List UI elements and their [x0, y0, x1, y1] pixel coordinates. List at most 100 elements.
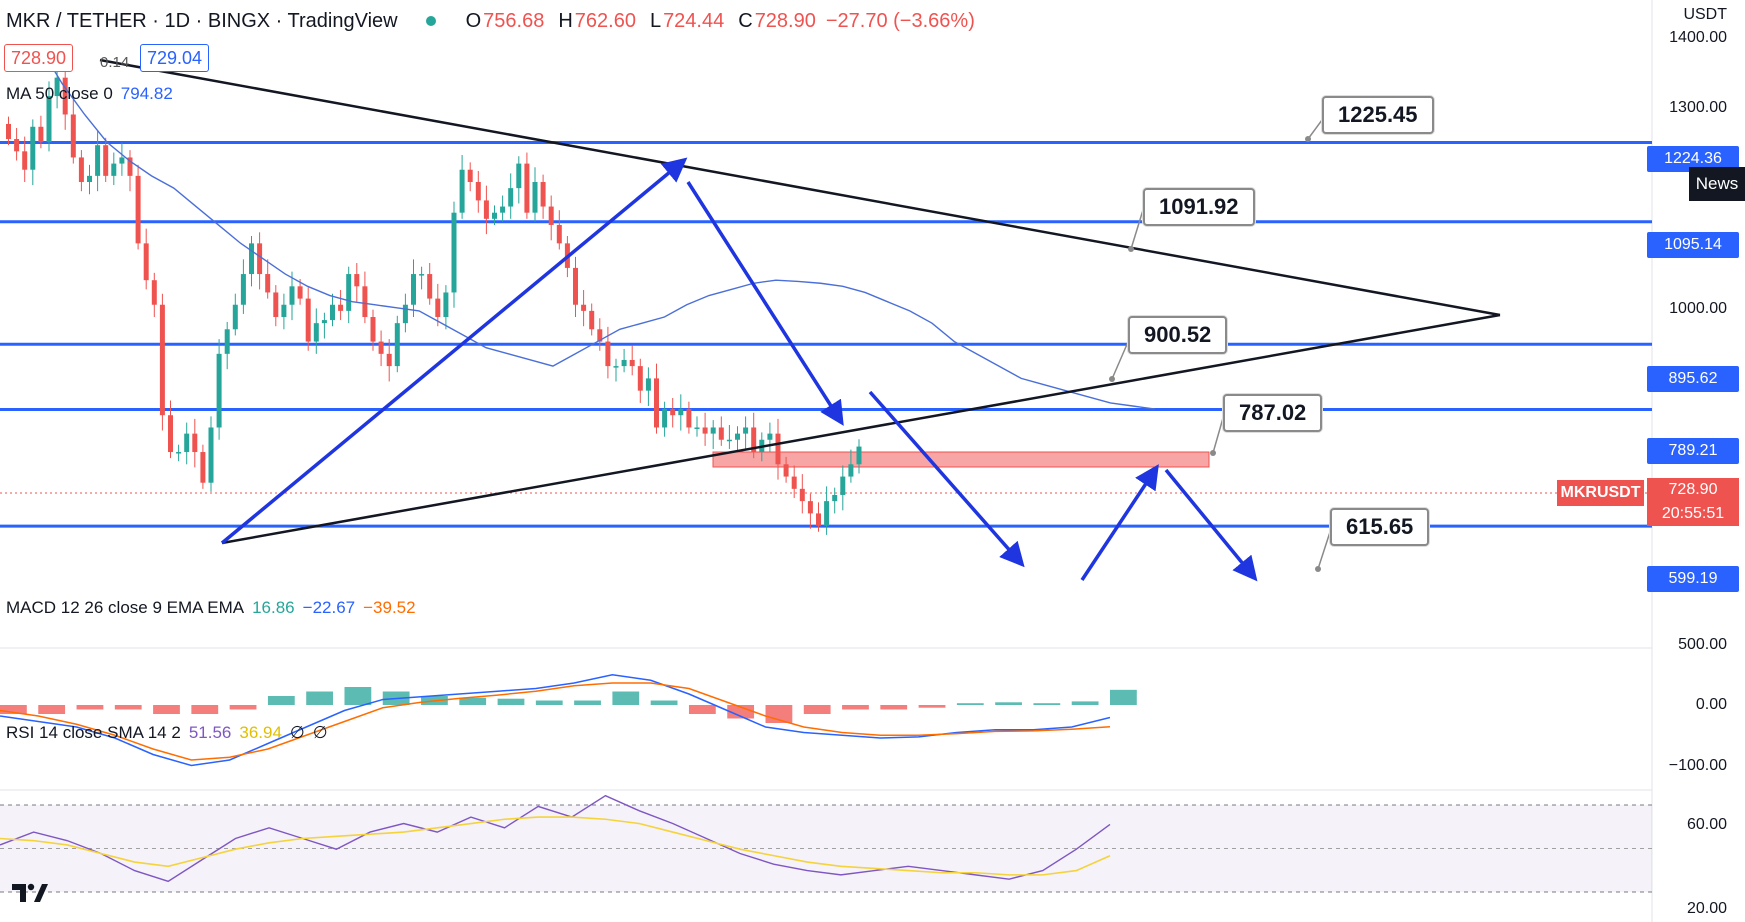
ma-legend[interactable]: MA 50 close 0 794.82 [6, 84, 181, 104]
candle [354, 274, 360, 287]
candle [767, 433, 773, 440]
candle [176, 452, 182, 454]
trend-arrow [1164, 468, 1258, 582]
callout-label[interactable]: 615.65 [1330, 508, 1430, 546]
callout-leader [1307, 119, 1323, 140]
symbol-title[interactable]: MKR / TETHER · 1D · BINGX · TradingView [6, 9, 398, 32]
macd-histogram-bar [267, 696, 295, 705]
candle [135, 175, 141, 244]
candle [816, 513, 821, 526]
candle [702, 427, 708, 434]
callout-label[interactable]: 1225.45 [1322, 96, 1434, 134]
candle [775, 433, 781, 465]
macd-histogram-bar [497, 698, 525, 705]
candle [249, 243, 254, 275]
candle [6, 123, 11, 140]
macd-histogram-bar [688, 705, 716, 714]
candle [143, 243, 149, 281]
macd-legend[interactable]: MACD 12 26 close 9 EMA EMA 16.86 −22.67 −39… [6, 598, 424, 618]
candle [427, 274, 433, 299]
candle [856, 446, 862, 465]
last-price-value: 728.90 [1668, 481, 1718, 498]
callout-leader [1212, 417, 1224, 454]
resistance-zone [712, 451, 1210, 468]
candle [87, 175, 92, 182]
rsi-legend[interactable]: RSI 14 close SMA 14 2 51.56 36.94 ∅ ∅ [6, 723, 336, 743]
callout-anchor [1128, 246, 1134, 252]
candle [289, 286, 295, 305]
candle [459, 169, 465, 213]
callout-anchor [1210, 450, 1216, 456]
candle [192, 433, 198, 453]
level-tag-599: 599.19 [1647, 566, 1739, 592]
macd-histogram-bar [535, 700, 563, 705]
candle [159, 304, 165, 416]
candle [726, 439, 732, 442]
candle [313, 323, 319, 342]
price-tick: 1300.00 [1669, 99, 1727, 116]
ma-label: MA 50 close 0 [6, 84, 113, 103]
candle [556, 224, 562, 244]
lower-trendline [221, 313, 1501, 545]
macd-histogram-bar [574, 700, 601, 705]
low-label: L [649, 9, 662, 32]
candle [524, 163, 530, 213]
macd-histogram-bar [306, 691, 333, 705]
candle [467, 169, 473, 182]
ma-value: 794.82 [120, 84, 173, 103]
candle [637, 366, 643, 391]
open-value: 756.68 [483, 9, 545, 32]
candle [281, 304, 287, 318]
macd-line [0, 673, 1111, 767]
callout-label[interactable]: 1091.92 [1143, 188, 1255, 226]
candle [824, 501, 830, 526]
candle [321, 320, 327, 324]
high-label: H [558, 9, 573, 32]
callout-leader [1111, 341, 1129, 380]
candle [581, 304, 587, 311]
candle [216, 353, 222, 428]
macd-histogram-bar [459, 697, 487, 705]
candle [548, 206, 554, 225]
candle [475, 181, 481, 201]
candle [840, 476, 846, 495]
macd-histogram-bar [995, 702, 1022, 705]
candle [370, 317, 376, 342]
callout-leader [1317, 531, 1331, 570]
macd-histogram-bar [1071, 701, 1099, 705]
candle [500, 206, 506, 213]
price-tick: 500.00 [1678, 636, 1727, 653]
candle [573, 267, 578, 305]
buy-button[interactable]: 729.04 [140, 44, 210, 72]
callout-label[interactable]: 900.52 [1128, 316, 1228, 354]
candle [402, 304, 408, 324]
callout-label[interactable]: 787.02 [1223, 394, 1323, 432]
candle [78, 157, 84, 182]
candle [743, 427, 749, 434]
rsi-value: 51.56 [188, 723, 232, 742]
candle [257, 243, 263, 275]
macd-histogram-bar [842, 705, 869, 710]
candle [621, 359, 627, 367]
market-status-icon [425, 16, 436, 26]
candle [151, 280, 157, 305]
high-value: 762.60 [574, 9, 636, 32]
currency-selector[interactable]: USDT [1683, 6, 1727, 23]
candle [362, 286, 368, 318]
news-button[interactable]: News [1689, 167, 1745, 201]
candle [613, 366, 619, 368]
candle [70, 114, 76, 158]
symbol-price-tag: MKRUSDT [1557, 480, 1644, 506]
tradingview-logo-icon[interactable] [10, 876, 50, 908]
candle [127, 157, 133, 176]
callout-anchor [1109, 376, 1115, 382]
rsi-line [0, 794, 1111, 883]
candle [516, 163, 522, 189]
candle [605, 341, 611, 367]
candle [670, 409, 676, 416]
candle [443, 292, 449, 318]
candle [662, 409, 668, 428]
sell-button[interactable]: 728.90 [4, 44, 74, 72]
